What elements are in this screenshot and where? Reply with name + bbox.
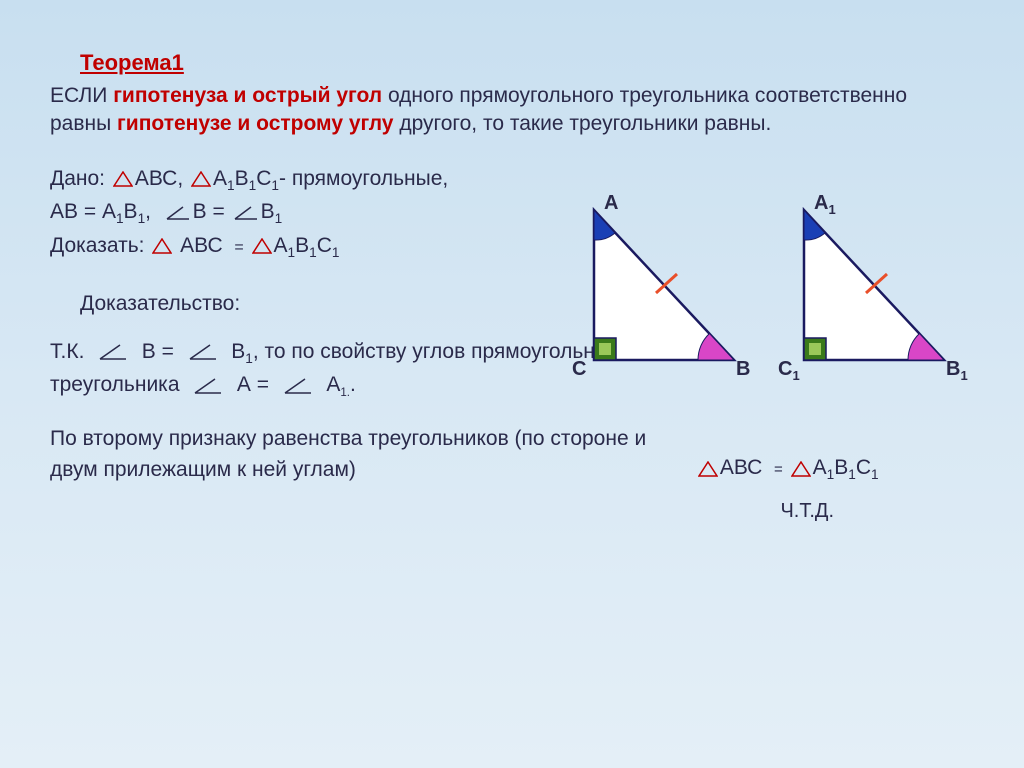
theorem-title: Теорема1 (80, 50, 974, 76)
diagram: А С В А1 С1 В1 (574, 200, 994, 400)
angle-icon (188, 343, 218, 361)
triangle-abc: А С В (574, 200, 754, 380)
text: С (256, 167, 271, 190)
vertex-b: В (736, 358, 750, 381)
triangle-svg (784, 200, 964, 380)
vertex-b1: В1 (946, 358, 968, 383)
triangle-icon (791, 461, 811, 477)
sub: 1 (275, 212, 283, 227)
text: АВ = А (50, 200, 116, 223)
text: треугольника (50, 373, 180, 396)
sub: 1 (309, 245, 317, 260)
text: , (145, 200, 151, 223)
text: Если (50, 84, 113, 107)
text: С (856, 456, 871, 479)
text: А (213, 167, 227, 190)
sub: 1 (332, 245, 340, 260)
vertex-a1: А1 (814, 192, 836, 217)
text: А = (237, 373, 269, 396)
text: С (317, 234, 332, 257)
label: Доказать: (50, 234, 144, 257)
angle-icon (283, 377, 313, 395)
text: А (274, 234, 288, 257)
sub: 1 (245, 351, 253, 366)
sub: 1 (871, 467, 879, 482)
triangle-svg (574, 200, 754, 380)
text: В (834, 456, 848, 479)
theorem-statement: Если гипотенуза и острый угол одного пря… (50, 82, 974, 139)
proof-line-2: По второму признаку равенства треугольни… (50, 423, 974, 486)
text: АВС (720, 456, 762, 479)
text: А (326, 373, 340, 396)
vertex-c1: С1 (778, 358, 800, 383)
triangle-icon (252, 238, 272, 254)
sub: 1 (288, 245, 296, 260)
text: А (813, 456, 827, 479)
text: В (295, 234, 309, 257)
text: АВС, (135, 167, 183, 190)
angle-icon (98, 343, 128, 361)
sub: 1 (116, 212, 124, 227)
conclusion: АВС = А1В1С1 (696, 452, 879, 486)
text: - прямоугольные, (279, 167, 448, 190)
text: В (124, 200, 138, 223)
triangle-icon (191, 171, 211, 187)
angle-icon (233, 205, 259, 221)
text: В = (142, 340, 174, 363)
vertex-a: А (604, 192, 618, 215)
triangle-icon (113, 171, 133, 187)
text: другого, то такие треугольники равны. (393, 112, 771, 135)
triangle-a1b1c1: А1 С1 В1 (784, 200, 964, 380)
text: . (350, 373, 356, 396)
text: = (774, 461, 783, 478)
text: АВС (180, 234, 222, 257)
text: = (234, 239, 243, 256)
text: В (261, 200, 275, 223)
triangle-icon (698, 461, 718, 477)
angle-icon (193, 377, 223, 395)
qed: Ч.Т.Д. (50, 496, 974, 526)
text: Т.К. (50, 340, 84, 363)
angle-icon (165, 205, 191, 221)
sub: 1 (271, 178, 279, 193)
highlight: гипотенуза и острый угол (113, 84, 382, 107)
label: Дано: (50, 167, 105, 190)
text: В (235, 167, 249, 190)
sub: 1 (848, 467, 856, 482)
vertex-c: С (572, 358, 586, 381)
triangle-icon (152, 238, 172, 254)
text: В (231, 340, 245, 363)
highlight: гипотенузе и острому углу (117, 112, 393, 135)
sub: 1 (227, 178, 235, 193)
text: В = (193, 200, 225, 223)
text: , то по свойству углов прямоугольного (253, 340, 626, 363)
text: По второму признаку равенства треугольни… (50, 423, 670, 486)
